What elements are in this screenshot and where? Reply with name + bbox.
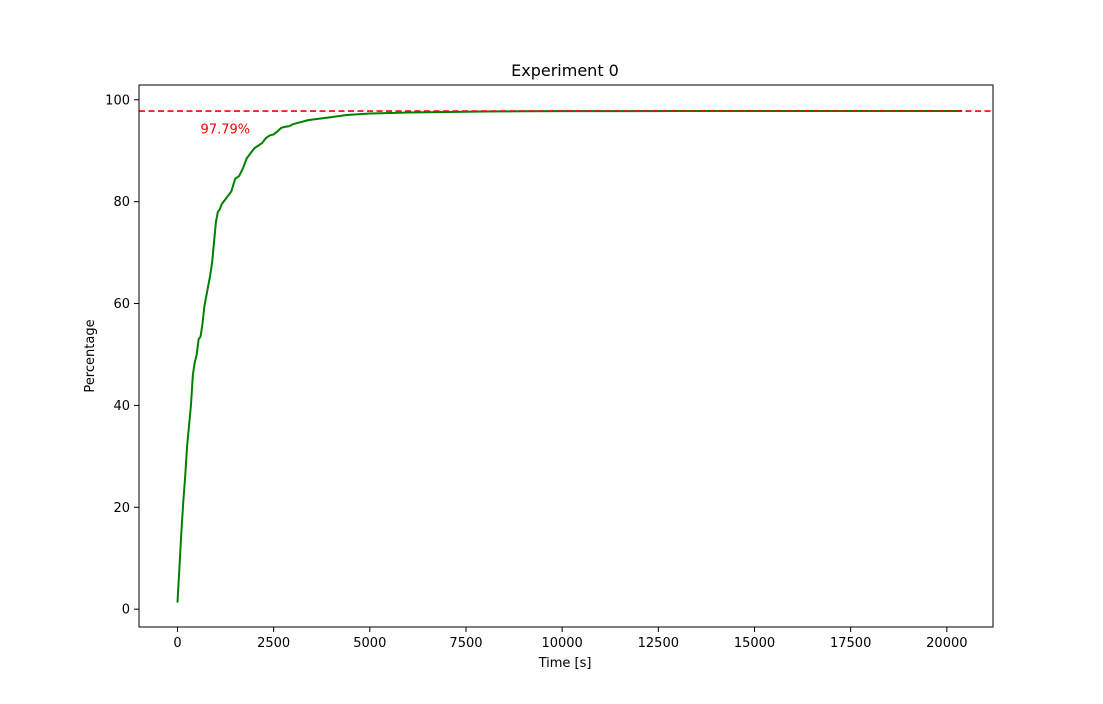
y-tick-label: 40 [113,399,130,414]
x-tick-label: 20000 [926,636,967,651]
y-tick-label: 0 [122,603,130,618]
x-tick-label: 5000 [353,636,386,651]
x-tick-label: 2500 [257,636,290,651]
axes-frame [138,84,994,628]
y-axis-label: Percentage [83,319,98,392]
x-axis-label: Time [s] [538,656,592,671]
series-line-0 [176,110,963,603]
x-tick-label: 15000 [734,636,775,651]
y-tick-label: 60 [113,297,130,312]
y-axis: 0 20 40 60 80 100 [105,93,139,618]
x-tick-label: 17500 [830,636,871,651]
x-tick-label: 0 [173,636,181,651]
plot-area: 97.79% [139,110,993,603]
x-tick-label: 10000 [541,636,582,651]
annotation-label: 97.79% [201,122,251,137]
x-tick-label: 7500 [449,636,482,651]
y-tick-label: 80 [113,195,130,210]
x-tick-label: 12500 [638,636,679,651]
x-axis: 0 2500 5000 7500 10000 12500 15000 17500 20000 [173,627,968,651]
chart-title: Experiment 0 [511,61,619,80]
y-tick-label: 100 [105,93,130,108]
y-tick-label: 20 [113,501,130,516]
